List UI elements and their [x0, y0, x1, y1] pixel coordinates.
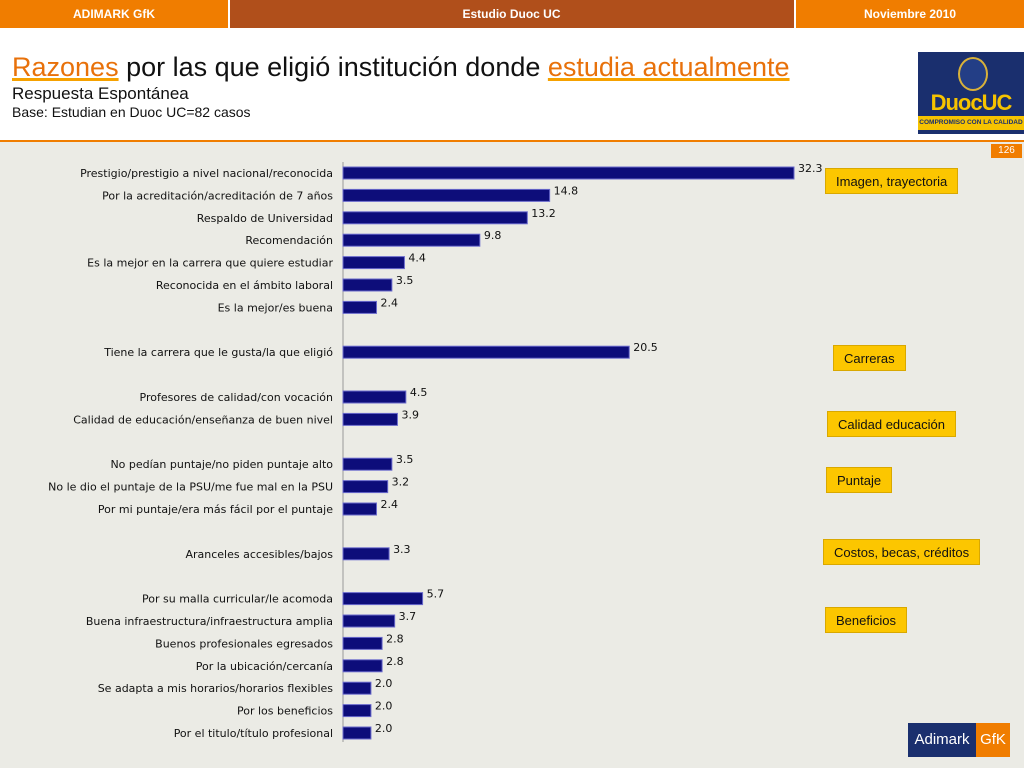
- value-label: 2.8: [386, 632, 404, 645]
- category-label: No pedían puntaje/no piden puntaje alto: [110, 458, 333, 471]
- category-label: Se adapta a mis horarios/horarios flexib…: [98, 682, 334, 695]
- duoc-uc-logo: DuocUC COMPROMISO CON LA CALIDAD: [918, 52, 1024, 134]
- category-label: Por su malla curricular/le acomoda: [142, 593, 333, 606]
- value-label: 14.8: [554, 184, 579, 197]
- group-label-beneficios: Beneficios: [825, 607, 907, 633]
- value-label: 3.7: [399, 610, 417, 623]
- top-bar-divider: [794, 0, 796, 28]
- category-label: Es la mejor en la carrera que quiere est…: [87, 257, 333, 270]
- value-label: 32.3: [798, 162, 823, 175]
- top-bar-center: Estudio Duoc UC: [230, 0, 793, 28]
- category-label: Tiene la carrera que le gusta/la que eli…: [103, 346, 333, 359]
- top-bar-left: ADIMARK GfK: [0, 0, 228, 28]
- page-number: 126: [991, 144, 1022, 158]
- top-bar-divider: [228, 0, 230, 28]
- category-label: Prestigio/prestigio a nivel nacional/rec…: [80, 167, 333, 180]
- logo-part-adimark: Adimark: [908, 723, 976, 757]
- value-label: 3.3: [393, 543, 411, 556]
- bar: [342, 681, 372, 695]
- bar: [342, 300, 378, 314]
- bar: [342, 256, 405, 270]
- bar: [342, 211, 528, 225]
- logo-wordmark: DuocUC: [930, 90, 1013, 115]
- group-label-imagen: Imagen, trayectoria: [825, 168, 959, 194]
- group-label-calidad: Calidad educación: [827, 411, 956, 437]
- bar: [342, 704, 372, 718]
- value-label: 2.4: [381, 498, 399, 511]
- category-label: Buenos profesionales egresados: [155, 637, 333, 650]
- value-label: 3.5: [396, 453, 414, 466]
- category-label: Por mi puntaje/era más fácil por el punt…: [98, 503, 333, 516]
- adimark-gfk-logo: Adimark GfK: [908, 723, 1010, 757]
- bar: [342, 726, 372, 740]
- slide-subtitle: Respuesta Espontánea: [12, 84, 189, 103]
- value-label: 5.7: [427, 588, 445, 601]
- slide-title: Razones por las que eligió institución d…: [12, 52, 790, 83]
- value-label: 2.4: [381, 296, 399, 309]
- value-label: 4.4: [408, 252, 426, 265]
- bar: [342, 390, 407, 404]
- category-label: Buena infraestructura/infraestructura am…: [86, 615, 333, 628]
- value-label: 3.9: [401, 408, 419, 421]
- value-label: 2.0: [375, 677, 393, 690]
- category-label: Respaldo de Universidad: [197, 212, 333, 225]
- reasons-bar-chart: Prestigio/prestigio a nivel nacional/rec…: [48, 162, 823, 742]
- value-label: 2.8: [386, 655, 404, 668]
- bar: [342, 614, 396, 628]
- bar: [342, 547, 390, 561]
- category-label: Por el titulo/título profesional: [174, 727, 333, 740]
- bar: [342, 636, 383, 650]
- title-highlight-1: Razones: [12, 52, 119, 82]
- category-label: No le dio el puntaje de la PSU/me fue ma…: [48, 481, 333, 494]
- category-label: Es la mejor/es buena: [218, 301, 333, 314]
- value-label: 4.5: [410, 386, 428, 399]
- bar: [342, 659, 383, 673]
- top-bar-right: Noviembre 2010: [796, 0, 1024, 28]
- value-label: 3.2: [392, 476, 410, 489]
- category-label: Por los beneficios: [237, 705, 333, 718]
- category-label: Aranceles accesibles/bajos: [185, 548, 333, 561]
- category-label: Profesores de calidad/con vocación: [140, 391, 333, 404]
- bar: [342, 502, 378, 516]
- category-label: Recomendación: [245, 234, 333, 247]
- value-label: 20.5: [633, 341, 658, 354]
- bar: [342, 166, 795, 180]
- base-note: Base: Estudian en Duoc UC=82 casos: [12, 104, 251, 120]
- bar: [342, 345, 630, 359]
- bar: [342, 233, 481, 247]
- value-label: 9.8: [484, 229, 502, 242]
- group-label-carreras: Carreras: [833, 345, 906, 371]
- bar: [342, 457, 393, 471]
- category-label: Calidad de educación/enseñanza de buen n…: [73, 413, 333, 426]
- logo-tagline: COMPROMISO CON LA CALIDAD: [918, 116, 1024, 130]
- bar: [342, 278, 393, 292]
- group-label-costos: Costos, becas, créditos: [823, 539, 981, 565]
- title-highlight-2: estudia actualmente: [547, 52, 790, 82]
- category-label: Reconocida en el ámbito laboral: [156, 279, 333, 292]
- category-label: Por la acreditación/acreditación de 7 añ…: [102, 189, 333, 202]
- seal-icon: [958, 57, 988, 91]
- slide-header: Razones por las que eligió institución d…: [0, 28, 1024, 142]
- value-label: 2.0: [375, 700, 393, 713]
- value-label: 13.2: [531, 207, 556, 220]
- value-label: 3.5: [396, 274, 414, 287]
- bar: [342, 188, 551, 202]
- logo-part-gfk: GfK: [976, 723, 1010, 757]
- bar: [342, 412, 398, 426]
- top-bar: ADIMARK GfK Estudio Duoc UC Noviembre 20…: [0, 0, 1024, 28]
- value-label: 2.0: [375, 722, 393, 735]
- bar: [342, 480, 389, 494]
- bar: [342, 592, 424, 606]
- title-middle: por las que eligió institución donde: [118, 52, 548, 82]
- group-label-puntaje: Puntaje: [826, 467, 893, 493]
- category-label: Por la ubicación/cercanía: [196, 660, 333, 673]
